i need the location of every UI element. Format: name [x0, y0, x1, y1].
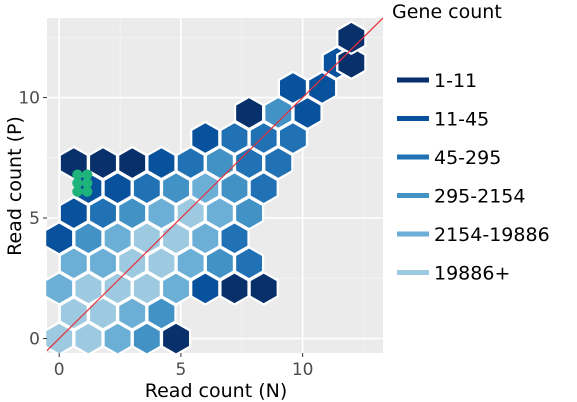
y-axis-title: Read count (P) — [4, 116, 26, 256]
y-tick-label: 5 — [29, 209, 40, 229]
legend-key-5 — [397, 270, 429, 275]
hexbin-57 — [235, 97, 263, 129]
hexbin-60 — [279, 72, 307, 104]
legend-label-1: 11-45 — [434, 109, 489, 131]
legend: Gene count 1-11 11-45 45-295 295-2154 2154-1… — [392, 1, 550, 285]
hexbin-47 — [118, 147, 146, 179]
legend-key-3 — [397, 193, 429, 198]
x-tick-label: 0 — [54, 360, 65, 380]
y-tick-label: 10 — [18, 89, 40, 109]
legend-key-0 — [397, 78, 429, 83]
hexbin-46 — [89, 147, 117, 179]
legend-label-5: 19886+ — [434, 263, 510, 285]
legend-key-2 — [397, 155, 429, 160]
hexbin-53 — [191, 122, 219, 154]
legend-label-2: 45-295 — [434, 147, 501, 169]
hexbin-48 — [147, 147, 175, 179]
x-tick-label: 10 — [292, 360, 314, 380]
x-tick-label: 5 — [175, 360, 186, 380]
highlight-point-4 — [72, 186, 82, 196]
x-axis-ticks: 0 5 10 — [54, 353, 314, 380]
legend-label-0: 1-11 — [434, 70, 477, 92]
legend-label-4: 2154-19886 — [434, 224, 550, 246]
legend-label-3: 295-2154 — [434, 186, 525, 208]
highlight-points — [72, 169, 92, 196]
highlight-point-5 — [82, 186, 92, 196]
legend-title: Gene count — [392, 1, 502, 23]
x-axis-title: Read count (N) — [145, 380, 287, 402]
legend-key-4 — [397, 232, 429, 237]
legend-key-1 — [397, 116, 429, 121]
y-tick-label: 0 — [29, 330, 40, 350]
